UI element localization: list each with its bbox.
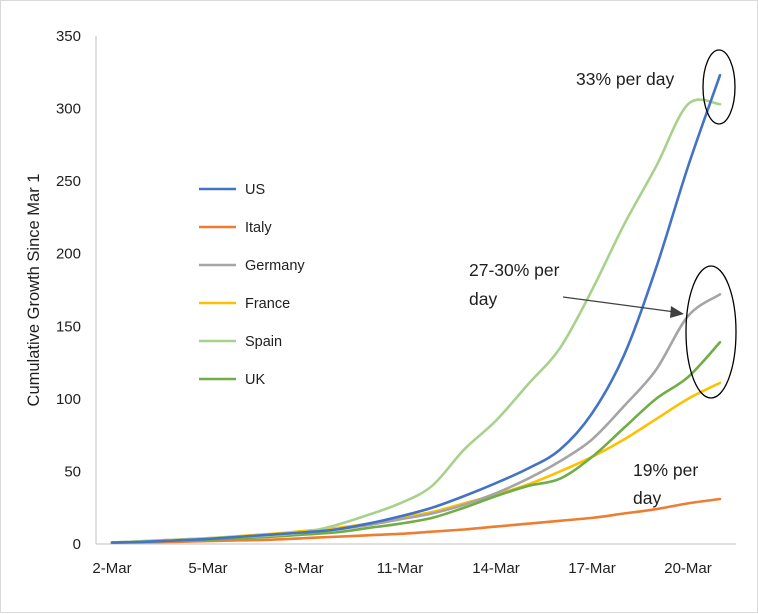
annotation-text-mid-line2: day (469, 289, 497, 309)
annotation-text-italy-line1: 19% per (633, 460, 698, 480)
x-tick-label: 17-Mar (568, 560, 616, 577)
annotation-text-mid-line1: 27-30% per (469, 260, 560, 280)
annotation-ellipse-us (702, 49, 736, 125)
y-tick-label: 250 (56, 173, 81, 190)
series-line-germany (110, 293, 722, 544)
legend-label-spain: Spain (245, 334, 282, 350)
y-tick-label: 50 (64, 463, 81, 480)
series-line-france (110, 381, 722, 544)
x-tick-label: 14-Mar (472, 560, 520, 577)
annotation-us: 33% per day (576, 49, 736, 125)
annotation-ellipse-mid (685, 265, 737, 399)
x-tick-label: 20-Mar (664, 560, 712, 577)
x-tick-label: 11-Mar (377, 560, 423, 577)
x-tick-label: 5-Mar (188, 560, 227, 577)
annotation-arrow (562, 296, 676, 313)
series-line-italy (110, 497, 722, 544)
y-tick-label: 150 (56, 318, 81, 335)
legend: US Italy Germany France Spain UK (199, 182, 305, 388)
annotation-mid: 27-30% per day (469, 260, 737, 399)
y-tick-label: 0 (73, 536, 81, 553)
annotation-italy: 19% per day (633, 460, 698, 508)
series-line-us (110, 73, 722, 544)
y-axis-title: Cumulative Growth Since Mar 1 (25, 174, 43, 407)
series-line-spain (110, 98, 722, 544)
x-tick-labels: 2-Mar 5-Mar 8-Mar 11-Mar 14-Mar 17-Mar 20-Mar (92, 560, 711, 577)
y-tick-label: 300 (56, 101, 81, 118)
legend-label-us: US (245, 182, 265, 198)
legend-label-italy: Italy (245, 220, 272, 236)
y-tick-label: 350 (56, 28, 81, 45)
annotation-text-italy-line2: day (633, 488, 661, 508)
legend-label-uk: UK (245, 372, 265, 388)
y-tick-label: 200 (56, 246, 81, 263)
x-tick-label: 8-Mar (284, 560, 323, 577)
x-tick-label: 2-Mar (92, 560, 131, 577)
legend-label-germany: Germany (245, 258, 305, 274)
y-tick-label: 100 (56, 391, 81, 408)
y-tick-labels: 0 50 100 150 200 250 300 350 (56, 28, 81, 553)
legend-label-france: France (245, 296, 290, 312)
annotation-text-us: 33% per day (576, 69, 675, 89)
arrow-head-icon (670, 306, 684, 318)
series-lines (110, 73, 722, 544)
